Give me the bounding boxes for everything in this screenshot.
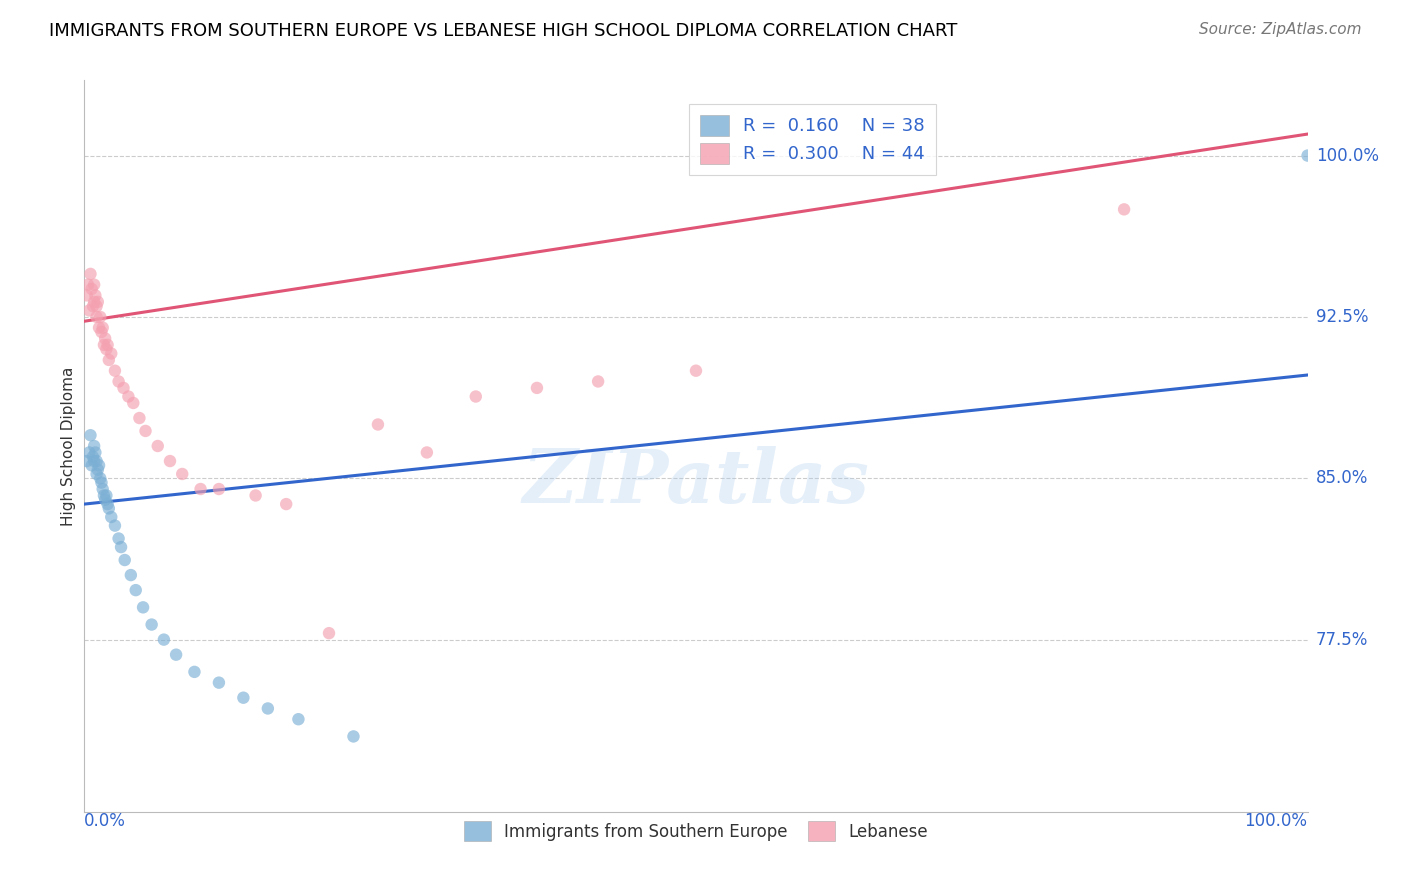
Point <box>125 583 148 598</box>
Point <box>135 424 157 438</box>
Point <box>87 463 110 477</box>
Point <box>87 320 110 334</box>
Point <box>208 675 231 690</box>
Point <box>80 458 103 473</box>
Point <box>97 497 120 511</box>
Point <box>91 320 114 334</box>
Point <box>87 458 110 473</box>
Point <box>245 488 267 502</box>
Point <box>287 712 309 726</box>
Point <box>153 632 176 647</box>
Point <box>107 532 129 546</box>
Point <box>464 390 486 404</box>
Text: 0.0%: 0.0% <box>84 812 127 830</box>
Point <box>190 482 212 496</box>
Y-axis label: High School Diploma: High School Diploma <box>60 367 76 525</box>
Point <box>87 294 110 309</box>
Point <box>367 417 389 432</box>
Point <box>77 445 100 459</box>
Point <box>208 482 231 496</box>
Point <box>159 454 181 468</box>
Point <box>128 411 150 425</box>
Point <box>89 310 111 324</box>
Point <box>120 568 142 582</box>
Point <box>93 338 115 352</box>
Point <box>79 428 101 442</box>
Point <box>1296 148 1319 162</box>
Point <box>76 288 98 302</box>
Point <box>77 277 100 292</box>
Text: 77.5%: 77.5% <box>1316 631 1368 648</box>
Text: Source: ZipAtlas.com: Source: ZipAtlas.com <box>1198 22 1361 37</box>
Point <box>104 364 127 378</box>
Point <box>132 600 155 615</box>
Point <box>83 439 105 453</box>
Point <box>416 445 439 459</box>
Point <box>79 267 101 281</box>
Point <box>90 325 112 339</box>
Point <box>276 497 298 511</box>
Point <box>1114 202 1136 217</box>
Point <box>232 690 254 705</box>
Point <box>165 648 187 662</box>
Point <box>76 454 98 468</box>
Point <box>685 364 707 378</box>
Point <box>83 454 105 468</box>
Point <box>83 294 105 309</box>
Point <box>84 288 107 302</box>
Point <box>83 277 105 292</box>
Point <box>91 482 114 496</box>
Point <box>82 299 104 313</box>
Point <box>117 390 139 404</box>
Point <box>586 375 609 389</box>
Point <box>318 626 340 640</box>
Point <box>342 730 364 744</box>
Point <box>94 492 117 507</box>
Point <box>172 467 194 481</box>
Point <box>93 488 115 502</box>
Point <box>107 375 129 389</box>
Point <box>77 303 100 318</box>
Text: IMMIGRANTS FROM SOUTHERN EUROPE VS LEBANESE HIGH SCHOOL DIPLOMA CORRELATION CHAR: IMMIGRANTS FROM SOUTHERN EUROPE VS LEBAN… <box>49 22 957 40</box>
Point <box>122 396 145 410</box>
Point <box>100 346 122 360</box>
Point <box>97 353 120 368</box>
Point <box>86 467 108 481</box>
Point <box>80 282 103 296</box>
Point <box>86 310 108 324</box>
Point <box>183 665 205 679</box>
Point <box>526 381 548 395</box>
Text: 100.0%: 100.0% <box>1244 812 1308 830</box>
Text: ZIPatlas: ZIPatlas <box>523 446 869 519</box>
Text: 100.0%: 100.0% <box>1316 146 1379 165</box>
Point <box>146 439 169 453</box>
Point <box>86 454 108 468</box>
Point <box>86 299 108 313</box>
Point <box>96 342 118 356</box>
Point <box>84 445 107 459</box>
Point <box>110 540 132 554</box>
Text: 85.0%: 85.0% <box>1316 469 1368 487</box>
Legend: Immigrants from Southern Europe, Lebanese: Immigrants from Southern Europe, Lebanes… <box>458 814 934 847</box>
Text: 92.5%: 92.5% <box>1316 308 1368 326</box>
Point <box>96 488 118 502</box>
Point <box>90 475 112 490</box>
Point <box>97 338 120 352</box>
Point <box>94 331 117 345</box>
Point <box>112 381 135 395</box>
Point <box>104 518 127 533</box>
Point <box>82 450 104 464</box>
Point <box>100 510 122 524</box>
Point <box>97 501 120 516</box>
Point <box>89 471 111 485</box>
Point <box>257 701 280 715</box>
Point <box>141 617 163 632</box>
Point <box>114 553 136 567</box>
